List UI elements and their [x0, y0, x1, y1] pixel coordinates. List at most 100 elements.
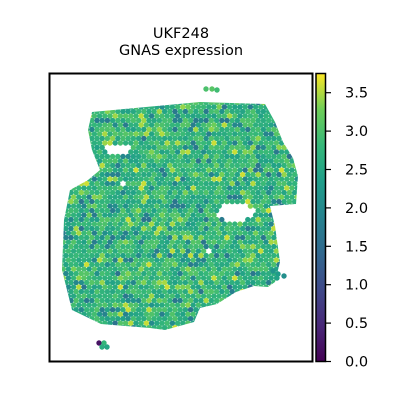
expression-spot: [164, 149, 170, 155]
expression-spot: [154, 329, 160, 330]
expression-spot: [104, 153, 111, 160]
expression-spot: [245, 279, 251, 286]
expression-spot: [284, 284, 290, 290]
expression-spot: [252, 194, 259, 200]
expression-spot: [180, 95, 185, 100]
expression-spot: [237, 185, 243, 191]
expression-spot: [86, 104, 92, 110]
expression-spot: [141, 171, 147, 178]
expression-spot: [141, 288, 147, 295]
expression-spot: [125, 207, 131, 214]
expression-spot: [169, 122, 176, 128]
expression-spot: [278, 104, 285, 110]
expression-spot: [151, 279, 157, 286]
expression-spot: [177, 108, 183, 115]
expression-spot: [148, 221, 155, 227]
expression-spot: [62, 113, 66, 119]
expression-spot: [135, 162, 142, 169]
expression-spot: [55, 330, 60, 335]
expression-spot: [130, 171, 137, 178]
expression-spot: [224, 144, 230, 151]
expression-spot: [89, 270, 95, 277]
expression-spot: [154, 194, 160, 200]
expression-spot: [146, 234, 152, 241]
expression-spot: [96, 167, 103, 173]
expression-spot: [109, 126, 116, 133]
expression-spot: [180, 329, 186, 330]
expression-spot: [68, 189, 74, 196]
expression-spot: [250, 144, 256, 151]
expression-spot: [276, 180, 282, 187]
expression-spot: [138, 239, 144, 245]
expression-spot: [222, 95, 227, 100]
expression-spot: [138, 257, 144, 263]
expression-spot: [148, 275, 155, 281]
expression-spot: [148, 185, 155, 191]
expression-spot: [73, 180, 79, 187]
expression-spot: [245, 171, 251, 178]
expression-spot: [115, 171, 121, 178]
expression-spot: [198, 171, 204, 178]
expression-spot: [289, 239, 295, 245]
expression-spot: [250, 225, 256, 232]
expression-spot: [221, 239, 228, 245]
expression-spot: [190, 257, 196, 263]
expression-spot: [81, 140, 87, 146]
expression-spot: [276, 108, 282, 115]
expression-spot: [219, 307, 225, 313]
expression-spot: [117, 275, 124, 281]
expression-spot: [148, 248, 155, 254]
expression-spot: [232, 113, 238, 119]
expression-spot: [242, 158, 248, 164]
expression-spot: [289, 176, 295, 182]
expression-spot: [73, 171, 79, 178]
expression-spot: [190, 194, 196, 200]
expression-spot: [65, 185, 72, 191]
expression-spot: [268, 176, 274, 182]
expression-spot: [164, 239, 170, 245]
expression-spot: [143, 203, 150, 209]
expression-spot: [208, 270, 215, 277]
expression-spot: [161, 234, 168, 241]
expression-spot: [161, 135, 168, 142]
expression-spot: [135, 252, 142, 259]
expression-spot: [138, 131, 144, 137]
expression-spot: [138, 149, 144, 155]
expression-spot: [120, 171, 126, 178]
expression-spot: [229, 252, 235, 259]
expression-spot: [224, 288, 230, 295]
expression-spot: [237, 266, 243, 272]
expression-spot: [271, 261, 277, 268]
expression-spot: [141, 279, 147, 286]
expression-spot: [148, 329, 155, 330]
expression-spot: [234, 261, 241, 268]
expression-spot: [135, 279, 142, 286]
expression-spot: [216, 221, 222, 227]
expression-spot: [99, 307, 105, 313]
expression-spot: [117, 221, 124, 227]
expression-spot: [200, 149, 207, 155]
expression-spot: [161, 189, 168, 196]
expression-spot: [62, 257, 66, 263]
expression-spot: [167, 207, 173, 214]
expression-spot: [190, 131, 196, 137]
expression-spot: [91, 167, 98, 173]
expression-spot: [65, 176, 72, 182]
expression-spot: [102, 194, 108, 200]
expression-spot: [164, 302, 170, 308]
expression-spot: [154, 95, 159, 100]
expression-spot: [63, 325, 69, 330]
expression-spot: [55, 131, 60, 136]
expression-spot: [234, 102, 241, 106]
expression-spot: [260, 297, 267, 304]
expression-spot: [62, 176, 66, 182]
expression-spot: [120, 135, 126, 142]
expression-spot: [117, 167, 124, 173]
expression-spot: [96, 212, 103, 218]
expression-spot: [76, 212, 82, 218]
expression-spot: [229, 102, 235, 106]
expression-spot: [206, 266, 212, 272]
expression-spot: [229, 162, 235, 169]
expression-spot: [221, 149, 228, 155]
expression-spot: [252, 176, 259, 182]
